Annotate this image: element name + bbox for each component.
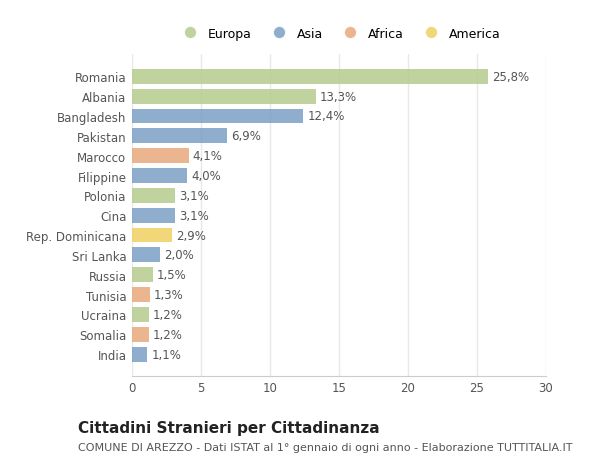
Bar — [132, 248, 160, 263]
Bar — [132, 169, 187, 184]
Bar — [132, 327, 149, 342]
Bar — [132, 129, 227, 144]
Bar — [132, 208, 175, 223]
Bar — [132, 149, 188, 164]
Text: 12,4%: 12,4% — [307, 110, 344, 123]
Text: 1,1%: 1,1% — [151, 348, 181, 361]
Text: 3,1%: 3,1% — [179, 190, 209, 202]
Text: 1,3%: 1,3% — [154, 288, 184, 302]
Text: 1,5%: 1,5% — [157, 269, 187, 282]
Text: 13,3%: 13,3% — [320, 90, 357, 103]
Text: 25,8%: 25,8% — [492, 71, 529, 84]
Bar — [132, 287, 150, 302]
Text: 1,2%: 1,2% — [152, 328, 182, 341]
Bar — [132, 347, 147, 362]
Text: 2,0%: 2,0% — [164, 249, 193, 262]
Text: 2,9%: 2,9% — [176, 229, 206, 242]
Text: 3,1%: 3,1% — [179, 209, 209, 222]
Text: 6,9%: 6,9% — [232, 130, 261, 143]
Text: 4,0%: 4,0% — [191, 170, 221, 183]
Bar — [132, 308, 149, 322]
Bar — [132, 228, 172, 243]
Bar — [132, 70, 488, 84]
Text: 1,2%: 1,2% — [152, 308, 182, 321]
Bar — [132, 109, 303, 124]
Bar — [132, 268, 152, 283]
Text: Cittadini Stranieri per Cittadinanza: Cittadini Stranieri per Cittadinanza — [78, 420, 380, 435]
Bar — [132, 90, 316, 104]
Text: 4,1%: 4,1% — [193, 150, 223, 163]
Text: COMUNE DI AREZZO - Dati ISTAT al 1° gennaio di ogni anno - Elaborazione TUTTITAL: COMUNE DI AREZZO - Dati ISTAT al 1° genn… — [78, 442, 572, 452]
Legend: Europa, Asia, Africa, America: Europa, Asia, Africa, America — [173, 23, 505, 46]
Bar — [132, 189, 175, 203]
